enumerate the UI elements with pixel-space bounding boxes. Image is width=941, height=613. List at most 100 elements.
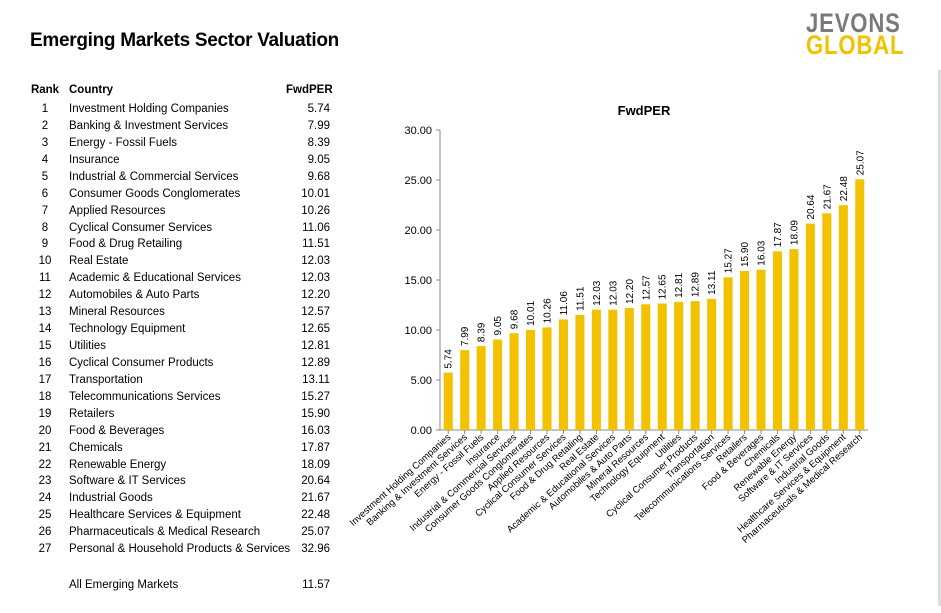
bar-value-label: 20.64 (806, 194, 817, 219)
bar (509, 333, 519, 430)
table-row-rank: 8 (41, 221, 49, 234)
bar (575, 314, 585, 430)
table-row-value: 12.57 (301, 306, 330, 319)
table-row-name: Chemicals (69, 441, 123, 454)
bar (657, 303, 667, 430)
bar-value-label: 12.65 (658, 274, 669, 299)
header-rank: Rank (30, 84, 60, 96)
bar-value-label: 17.87 (773, 222, 784, 247)
table-row-rank: 17 (38, 373, 52, 386)
table-row-rank: 20 (38, 424, 52, 437)
page-title: Emerging Markets Sector Valuation (30, 30, 339, 51)
y-tick-label: 25.00 (404, 175, 432, 187)
table-row-name: Banking & Investment Services (69, 119, 229, 132)
table-row-value: 32.96 (301, 543, 330, 556)
table-row-rank: 13 (38, 306, 52, 319)
bar-value-label: 21.67 (822, 184, 833, 209)
scrollbar-edge (938, 70, 941, 606)
table-row-name: Pharmaceuticals & Medical Research (69, 526, 261, 539)
bar (822, 213, 832, 430)
table-row-rank: 6 (41, 187, 49, 200)
bar (855, 179, 865, 430)
bar-value-label: 11.06 (559, 291, 570, 316)
table-row-value: 12.89 (301, 356, 330, 369)
bar (756, 269, 766, 430)
table-row-value: 10.01 (301, 187, 330, 200)
bar-value-label: 15.90 (740, 242, 751, 267)
bar (493, 339, 503, 430)
table-row-rank: 5 (41, 170, 49, 183)
bar-value-label: 12.57 (641, 275, 652, 300)
fwdper-bar-chart: FwdPER 0.00 5.00 10.00 15.00 20.00 25.00 30.00 5… (348, 103, 868, 546)
table-row-value: 12.20 (301, 289, 330, 302)
table-row-name: Consumer Goods Conglomerates (69, 187, 241, 200)
table-row-name: Energy - Fossil Fuels (69, 136, 178, 149)
bar-value-label: 10.01 (526, 300, 537, 325)
x-category-label: Banking & Investment Services (365, 432, 470, 528)
table-row-rank: 10 (38, 255, 52, 268)
bar (526, 329, 536, 430)
table-row-rank: 26 (38, 526, 52, 539)
bar (460, 350, 470, 430)
bar (608, 309, 618, 430)
table-row-value: 9.68 (307, 170, 330, 183)
table-row-name: Cyclical Consumer Products (69, 356, 214, 369)
bar-value-label: 7.99 (460, 326, 471, 346)
bar (674, 301, 684, 430)
table-row-value: 8.39 (307, 136, 330, 149)
bar-value-label: 18.09 (789, 220, 800, 245)
table-row-name: Healthcare Services & Equipment (69, 509, 241, 522)
table-row-value: 15.27 (301, 390, 330, 403)
table-row-name: Investment Holding Companies (69, 103, 229, 115)
table-row-value: 22.48 (301, 509, 330, 522)
bar-value-label: 12.89 (691, 272, 702, 297)
table-row-name: Automobiles & Auto Parts (69, 289, 200, 302)
table-row-rank: 4 (41, 153, 49, 166)
bar-value-label: 9.05 (493, 316, 504, 336)
table-row-name: Retailers (69, 407, 115, 420)
logo-line-1: JEVONS (806, 8, 901, 38)
bar (838, 205, 848, 430)
table-row-name: Renewable Energy (69, 458, 167, 471)
table-row-value: 11.06 (302, 221, 330, 234)
bar (641, 304, 651, 430)
bar-value-label: 25.07 (855, 150, 866, 175)
table-row-value: 13.11 (302, 373, 330, 386)
table-row-value: 12.81 (301, 340, 330, 353)
table-row-rank: 19 (38, 407, 52, 420)
bar-value-label: 9.68 (510, 309, 521, 329)
table-row-rank: 21 (38, 441, 52, 454)
table-row-value: 12.03 (301, 255, 330, 268)
table-row-value: 16.03 (301, 424, 330, 437)
bar-value-label: 12.03 (608, 280, 619, 305)
chart-title: FwdPER (618, 103, 671, 118)
bar-value-label: 5.74 (444, 349, 455, 369)
table-row-value: 7.99 (307, 119, 330, 132)
y-tick-label: 0.00 (411, 425, 432, 437)
table-row-name: Industrial Goods (69, 492, 153, 505)
bar-value-label: 12.81 (674, 272, 685, 297)
table-row-rank: 11 (39, 272, 51, 285)
table-row-rank: 23 (38, 475, 52, 488)
table-row-rank: 7 (41, 204, 49, 217)
y-tick-label: 5.00 (411, 375, 432, 387)
bar (624, 308, 634, 430)
table-row-name: Telecommunications Services (69, 390, 221, 403)
bar (740, 271, 750, 430)
table-row-name: Technology Equipment (69, 323, 186, 336)
bar-value-label: 13.11 (707, 270, 718, 295)
table-row-value: 25.07 (301, 526, 330, 539)
table-row-value: 9.05 (307, 153, 330, 166)
bar-value-label: 8.39 (477, 322, 488, 342)
table-row-value: 21.67 (301, 492, 330, 505)
table-row-name: Academic & Educational Services (69, 272, 241, 285)
bar (772, 251, 782, 430)
table-row-rank: 22 (38, 458, 52, 471)
bar (476, 346, 486, 430)
table-row-name: Insurance (69, 153, 120, 166)
bar (723, 277, 733, 430)
y-tick-label: 10.00 (404, 325, 432, 337)
header-fwdper: FwdPER (286, 84, 333, 96)
table-row-name: Industrial & Commercial Services (69, 170, 239, 183)
table-row-rank: 16 (38, 356, 52, 369)
